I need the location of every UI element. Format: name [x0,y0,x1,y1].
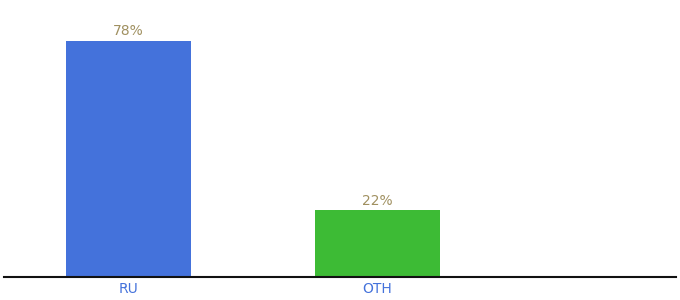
Bar [67,40,191,277]
Text: 22%: 22% [362,194,392,208]
Bar [315,210,439,277]
Text: 78%: 78% [113,24,144,38]
